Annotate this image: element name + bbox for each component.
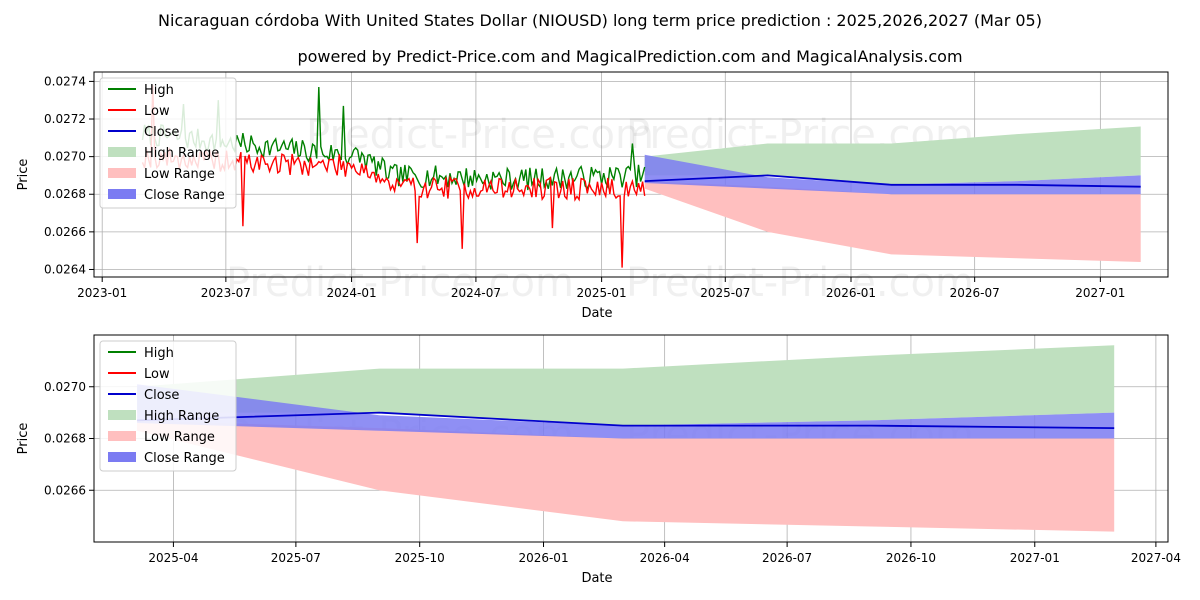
x-tick-label: 2024-07 xyxy=(451,286,501,300)
legend-entry-label: High xyxy=(144,346,174,361)
x-tick-label: 2025-07 xyxy=(700,286,750,300)
x-tick-label: 2026-07 xyxy=(950,286,1000,300)
axes-frame xyxy=(93,71,1169,278)
legend-entry-label: Low xyxy=(144,367,170,382)
y-tick-label: 0.0264 xyxy=(44,262,86,276)
legend-patch-swatch xyxy=(108,410,136,420)
legend-entry-label: Close xyxy=(144,125,179,140)
watermark-text: Predict-Price.com xyxy=(226,260,574,306)
price-history-chart: Predict-Price.com Predict-Price.com Predic… xyxy=(16,71,1169,321)
legend-entry-label: High Range xyxy=(144,409,219,424)
chart-legend: High Low Close High Range Low Range Close Ran… xyxy=(99,340,237,472)
x-tick-label: 2023-07 xyxy=(201,286,251,300)
x-tick-label: 2025-01 xyxy=(577,286,627,300)
x-tick-label: 2027-01 xyxy=(1075,286,1125,300)
y-tick-label: 0.0272 xyxy=(44,112,86,126)
legend-entry-label: Close Range xyxy=(144,188,225,203)
low-range-band xyxy=(137,420,1115,532)
x-tick-label: 2027-01 xyxy=(1010,551,1060,565)
chart-subtitle: powered by Predict-Price.com and Magical… xyxy=(297,47,962,66)
x-tick-label: 2024-01 xyxy=(326,286,376,300)
legend-patch-swatch xyxy=(108,452,136,462)
y-tick-label: 0.0268 xyxy=(44,432,86,446)
y-axis-label: Price xyxy=(16,423,31,455)
x-axis-label: Date xyxy=(581,306,612,321)
low-range-band xyxy=(644,181,1141,262)
legend-entry-label: Low Range xyxy=(144,167,215,182)
chart-title: Nicaraguan córdoba With United States Do… xyxy=(158,11,1042,30)
watermark-text: Predict-Price.com xyxy=(626,260,974,306)
high-range-band xyxy=(644,126,1141,185)
legend-patch-swatch xyxy=(108,147,136,157)
y-axis-label: Price xyxy=(16,159,31,191)
chart-legend: High Low Close High Range Low Range Close Ran… xyxy=(99,77,237,209)
legend-patch-swatch xyxy=(108,189,136,199)
legend-entry-label: Low xyxy=(144,104,170,119)
legend-patch-swatch xyxy=(108,431,136,441)
watermark-text: Predict-Price.com xyxy=(306,112,654,158)
x-tick-label: 2026-04 xyxy=(640,551,690,565)
legend-entry-label: Low Range xyxy=(144,430,215,445)
legend-patch-swatch xyxy=(108,168,136,178)
x-tick-label: 2026-01 xyxy=(826,286,876,300)
forecast-zoom-chart: Predict-Price.comPredict-Price.com2025-0… xyxy=(16,334,1181,586)
y-tick-label: 0.0266 xyxy=(44,483,86,497)
x-axis-label: Date xyxy=(581,571,612,586)
x-tick-label: 2026-10 xyxy=(886,551,936,565)
high-range-band xyxy=(137,345,1115,426)
x-tick-label: 2023-01 xyxy=(77,286,127,300)
legend-entry-label: High Range xyxy=(144,146,219,161)
legend-entry-label: Close xyxy=(144,388,179,403)
x-tick-label: 2025-04 xyxy=(148,551,198,565)
close-forecast-line xyxy=(137,411,1115,429)
y-tick-label: 0.0270 xyxy=(44,150,86,164)
plot-area xyxy=(137,345,1115,532)
y-tick-label: 0.0268 xyxy=(44,187,86,201)
y-tick-label: 0.0270 xyxy=(44,380,86,394)
legend-entry-label: Close Range xyxy=(144,451,225,466)
x-tick-label: 2026-01 xyxy=(518,551,568,565)
x-tick-label: 2025-10 xyxy=(395,551,445,565)
close-forecast-line xyxy=(644,174,1141,188)
x-tick-label: 2025-07 xyxy=(271,551,321,565)
y-tick-label: 0.0274 xyxy=(44,74,86,88)
x-tick-label: 2026-07 xyxy=(762,551,812,565)
legend-entry-label: High xyxy=(144,83,174,98)
x-tick-label: 2027-04 xyxy=(1131,551,1181,565)
y-tick-label: 0.0266 xyxy=(44,225,86,239)
